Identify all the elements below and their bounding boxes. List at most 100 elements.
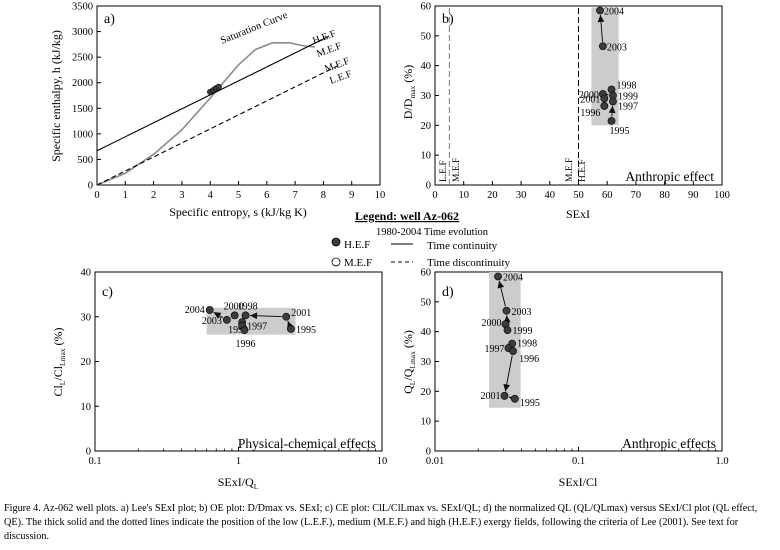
panel-b-ytick-label: 0 — [426, 181, 431, 192]
panel-a-ytick-label: 3000 — [72, 27, 93, 38]
panel-c-ytick-label: 40 — [81, 268, 92, 279]
plot-layer: 0 1 2 3 4 5 6 7 8 9 100500100015002000250030003500… — [72, 2, 730, 468]
panel-b-point-label-2004: 2004 — [604, 6, 624, 17]
panel-d-ytick-label: 40 — [421, 327, 432, 338]
panel-c-ylabel: ClL/ClLmax(%) — [51, 327, 67, 396]
panel-d-point-label-1998: 1998 — [517, 339, 537, 350]
panel-c-time-arrow-head — [213, 312, 222, 319]
panel-a-xtick-label: 6 — [264, 190, 269, 201]
panel-d-ytick-label: 50 — [421, 297, 432, 308]
panel-c-point-label-1995: 1995 — [296, 325, 316, 336]
panel-a-ytick-label: 1000 — [72, 129, 93, 140]
panel-b-xtick-label: 20 — [487, 190, 498, 201]
panel-d-ytick-label: 20 — [421, 387, 432, 398]
panel-d-point-label-1999: 1999 — [512, 326, 532, 337]
panel-c-ytick-label: 30 — [81, 312, 92, 323]
panel-b-point-2004 — [596, 6, 604, 15]
panel-b-point-1996 — [600, 102, 609, 110]
panel-d-time-arrow-head — [503, 383, 511, 392]
figure-caption: Figure 4. Az-062 well plots. a) Lee's SE… — [4, 503, 758, 542]
panel-b-xtick-label: 100 — [714, 190, 730, 201]
panel-c-annotation: Physical-chemical effects — [238, 436, 376, 451]
panel-d-xtick-label: 0.01 — [426, 456, 444, 467]
panel-b-point-label-2000: 2000 — [579, 90, 599, 101]
panel-c-ytick-label: 10 — [81, 402, 92, 413]
panel-d-ytick-label: 30 — [421, 357, 432, 368]
panel-c-point-label-2001: 2001 — [291, 308, 311, 319]
legend-subtitle: 1980-2004 Time evolution — [376, 227, 489, 238]
panel-a-ytick-label: 3500 — [72, 2, 93, 13]
panel-c-point-1995 — [287, 324, 295, 333]
mef-boundary-line — [96, 65, 338, 186]
panel-d-point-label-2001: 2001 — [480, 391, 500, 402]
panel-b-mef-label-2: M.E.F — [565, 158, 575, 182]
panel-a-xtick-label: 0 — [94, 190, 99, 201]
panel-c-point-label-1996: 1996 — [235, 339, 255, 350]
panel-b-point-1997 — [609, 97, 617, 106]
panel-b-hef-label: H.E.F — [578, 159, 588, 182]
panel-b-point-label-2001: 2001 — [580, 94, 600, 105]
panel-a-ytick-label: 2500 — [72, 53, 93, 64]
panel-a-ytick-label: 500 — [77, 155, 93, 166]
panel-b-xlabel: SExI — [566, 207, 590, 221]
panel-a-xtick-label: 1 — [123, 190, 128, 201]
panel-d-ylabel: QL/QLmax(%) — [401, 330, 417, 394]
panel-b-xtick-label: 60 — [602, 190, 613, 201]
panel-b-point-label-2003: 2003 — [607, 42, 627, 53]
panel-d-point-2001 — [500, 391, 509, 400]
panel-b-annotation: Anthropic effect — [625, 169, 714, 184]
panel-a-ytick-label: 1500 — [72, 104, 93, 115]
panel-b-xtick-label: 30 — [516, 190, 527, 201]
panel-b-time-arrow-head — [597, 14, 605, 23]
panel-c-point-label-2003: 2003 — [202, 316, 222, 327]
panel-c-letter: c) — [102, 285, 113, 300]
panel-b-xtick-label: 10 — [458, 190, 469, 201]
panel-c-point-1998 — [241, 311, 250, 320]
panel-b-point-label-1998: 1998 — [617, 81, 637, 92]
legend-hef-label: H.E.F — [344, 239, 370, 251]
panel-b-point-label-1997: 1997 — [618, 101, 638, 112]
panel-d-point-1995 — [510, 394, 519, 403]
panel-d-letter: d) — [442, 285, 454, 300]
panel-d-xlabel: SExI/Cl — [559, 475, 598, 489]
panel-c-point-label-2000: 2000 — [224, 301, 244, 312]
panel-c-time-arrow-head — [250, 312, 258, 320]
panel-c-ytick-label: 0 — [86, 447, 91, 458]
panel-a-ytick-label: 0 — [88, 181, 93, 192]
legend-title: Legend: well Az-062 — [355, 209, 459, 223]
panel-d-point-label-1997: 1997 — [484, 344, 504, 355]
panel-a-ylabel: Specific enthalpy, h (kJ/kg) — [49, 30, 63, 162]
panel-c-point-label-1997: 1997 — [247, 322, 267, 333]
panel-c-point-2000 — [230, 311, 239, 320]
panel-d-ytick-label: 10 — [421, 417, 432, 428]
panel-a-letter: a) — [104, 12, 115, 27]
panel-b-ytick-label: 60 — [421, 2, 432, 13]
panel-d-point-1999 — [503, 326, 512, 335]
panel-b-point-label-1999: 1999 — [618, 92, 638, 103]
panel-b-mef-label: M.E.F — [452, 158, 462, 182]
panel-c-point-label-1999: 1999 — [228, 325, 248, 336]
panel-b-ylabel: D/Dmax(%) — [401, 65, 417, 120]
panel-c-shaded-band — [206, 307, 296, 335]
panel-b-ytick-label: 10 — [421, 151, 432, 162]
panel-c-point-2003 — [222, 315, 231, 324]
panel-d-point-1996 — [509, 347, 517, 355]
panel-a-ytick-label: 2000 — [72, 78, 93, 89]
panel-c-xtick-label: 0.1 — [88, 456, 101, 467]
panel-b-point-1995 — [607, 116, 616, 125]
panel-b-point-label-1996: 1996 — [580, 108, 600, 119]
panel-a-xtick-label: 8 — [321, 190, 326, 201]
panel-c-point-label-1998: 1998 — [238, 301, 258, 312]
panel-c-point-2004 — [205, 306, 214, 314]
data-point — [215, 83, 222, 90]
saturation-curve — [96, 42, 315, 186]
panel-d-time-arrow-head — [497, 280, 505, 289]
legend-hef-marker — [331, 237, 341, 247]
legend-mef-label: M.E.F — [344, 257, 372, 269]
panel-b-time-arrow-head — [608, 105, 616, 114]
panel-b-xtick-label: 70 — [631, 190, 642, 201]
panel-d-point-label-1996: 1996 — [519, 354, 539, 365]
panel-c-xtick-label: 1 — [236, 456, 241, 467]
panel-d-point-label-2000: 2000 — [482, 318, 502, 329]
